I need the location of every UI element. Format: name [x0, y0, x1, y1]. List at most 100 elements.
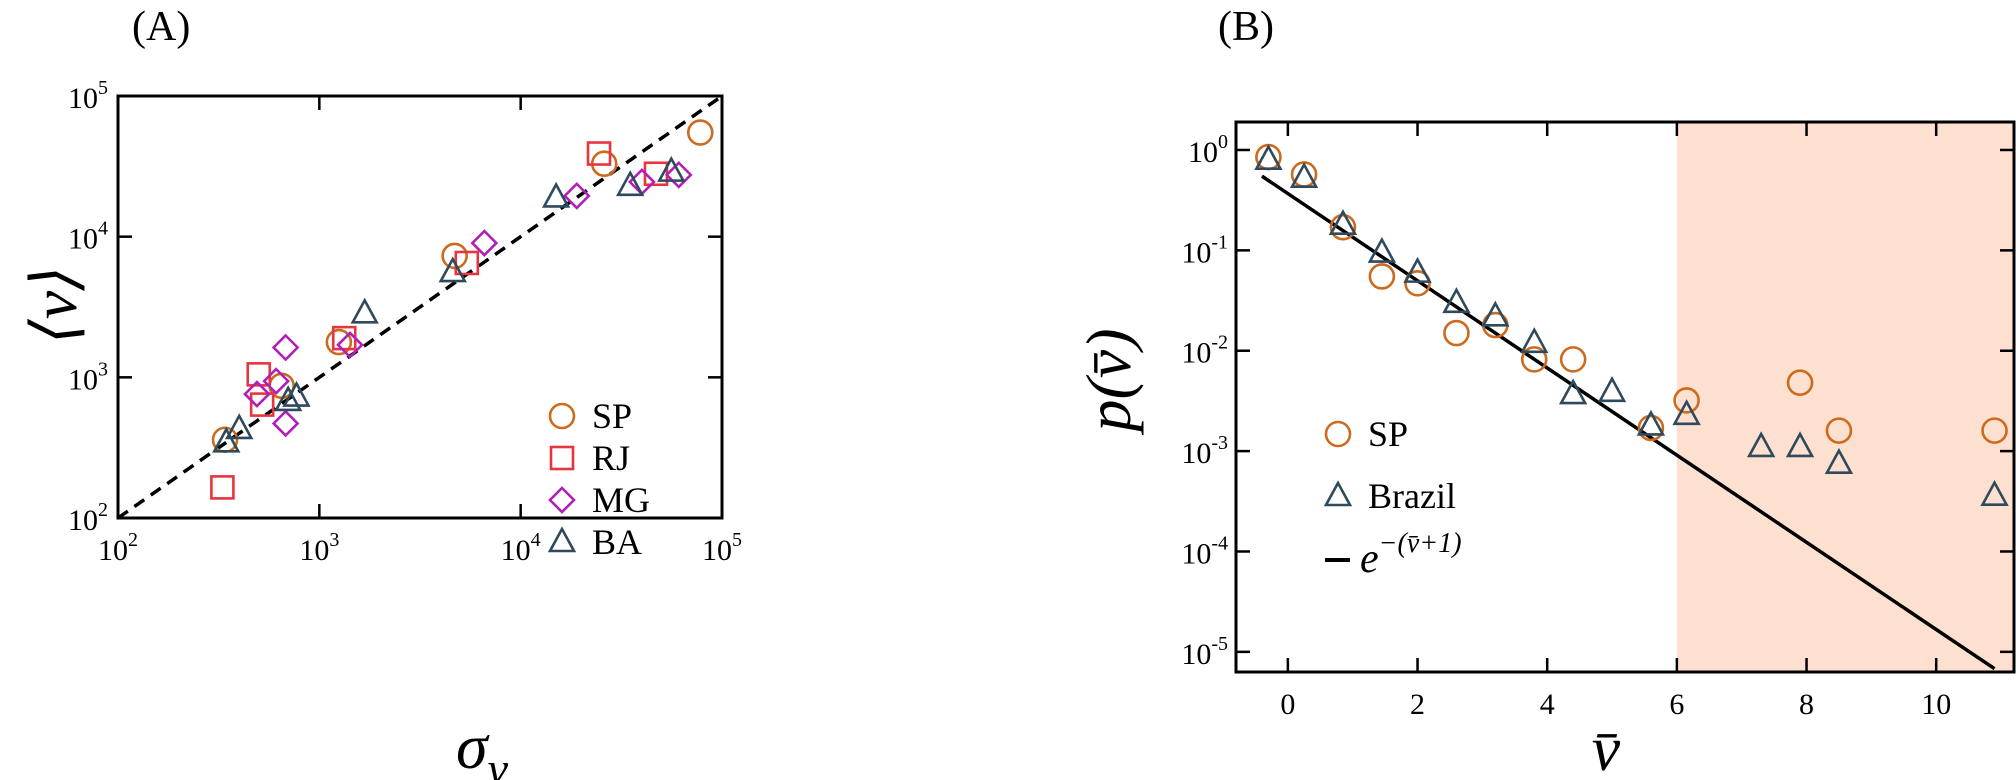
panel-b-point-sp — [1368, 263, 1396, 290]
panel-a: (A) 102 103 104 105 102 103 104 105 σv ⟨v⟩ SPRJ… — [19, 4, 742, 780]
panel-a-x-axis-subscript: v — [488, 743, 509, 780]
panel-a-point-ba — [212, 426, 241, 453]
panel-a-legend-marker-rj — [549, 445, 575, 471]
panel-b-legend-marker-sp — [1324, 420, 1352, 448]
panel-a-legend-marker-sp — [548, 402, 576, 430]
panel-a-ticks: 102 103 104 105 102 103 104 105 — [68, 77, 742, 567]
panel-a-point-rj — [249, 392, 275, 417]
panel-a-point-ba — [616, 170, 645, 197]
panel-b-point-brazil — [1520, 327, 1549, 354]
panel-a-legend-marker-ba — [547, 526, 577, 553]
panel-a-dashed-fit — [116, 94, 724, 520]
panel-b-label: (B) — [1218, 4, 1274, 50]
panel-a-point-mg — [470, 229, 499, 257]
panel-a-point-mg — [262, 367, 290, 395]
panel-b-y-tick-label: 10-4 — [1181, 532, 1228, 570]
panel-a-points — [210, 119, 714, 500]
panel-a-x-tick-label: 105 — [702, 529, 742, 567]
panel-a-y-tick-label: 104 — [68, 218, 108, 256]
panel-b-points — [1254, 143, 2009, 506]
panel-b-point-sp — [1786, 369, 1814, 397]
panel-a-point-sp — [686, 119, 714, 146]
panel-b-y-tick-label: 10-1 — [1181, 231, 1228, 269]
panel-b-point-sp — [1825, 417, 1853, 444]
panel-a-point-mg — [271, 333, 300, 362]
panel-b-point-sp — [1673, 387, 1700, 414]
panel-b-x-tick-label: 4 — [1540, 688, 1555, 721]
panel-b-legend: SP Brazil e−(v̄+1) — [1323, 414, 1462, 582]
panel-a-point-ba — [438, 256, 467, 283]
panel-b-shade-rect — [1676, 122, 2014, 672]
panel-b: (B) 0 2 4 6 8 10 100 10-1 10-2 10-3 10-4 10-5 v̄ p(… — [1073, 4, 2016, 780]
panel-a-y-tick-label: 102 — [68, 499, 108, 537]
panel-b-point-brazil — [1672, 399, 1701, 426]
panel-b-x-tick-label: 8 — [1799, 688, 1814, 721]
panel-a-x-tick-label: 103 — [299, 529, 339, 567]
panel-b-legend-label-fit: e−(v̄+1) — [1360, 528, 1462, 582]
panel-b-point-brazil — [1980, 479, 2009, 506]
panel-b-point-sp — [1637, 414, 1665, 442]
panel-a-point-mg — [336, 331, 364, 359]
panel-b-y-tick-label: 100 — [1188, 131, 1228, 169]
panel-a-legend-label-rj: RJ — [592, 438, 630, 478]
panel-b-point-sp — [1443, 319, 1470, 347]
panel-a-x-tick-label: 104 — [501, 529, 541, 567]
panel-b-point-brazil — [1403, 256, 1432, 283]
panel-b-point-brazil — [1289, 161, 1319, 188]
panel-a-point-ba — [657, 155, 686, 182]
panel-a-point-sp — [325, 328, 353, 356]
panel-b-point-brazil — [1442, 287, 1471, 314]
panel-b-exp-fit — [1260, 174, 1996, 671]
panel-a-point-mg — [628, 168, 656, 196]
panel-a-fit-line — [116, 94, 724, 520]
panel-b-ticks: 0 2 4 6 8 10 100 10-1 10-2 10-3 10-4 10-5 — [1181, 122, 2014, 721]
panel-b-plot-area — [1234, 120, 2016, 674]
panel-a-x-tick-label: 102 — [98, 529, 138, 567]
panel-a-legend-marker-mg — [548, 486, 576, 514]
panel-b-legend-marker-brazil — [1323, 480, 1353, 507]
panel-a-legend-label-mg: MG — [592, 480, 650, 520]
panel-a-point-ba — [273, 385, 303, 412]
panel-b-shaded-region — [1676, 122, 2014, 672]
panel-a-x-axis-symbol: σ — [456, 711, 490, 780]
panel-b-point-sp — [1520, 346, 1548, 373]
panel-a-point-ba — [350, 297, 379, 324]
panel-b-point-sp — [1981, 417, 2008, 444]
panel-a-legend-label-ba: BA — [592, 522, 642, 562]
panel-a-label: (A) — [132, 4, 190, 50]
panel-b-point-brazil — [1597, 376, 1627, 403]
panel-a-point-mg — [271, 409, 300, 438]
panel-a-point-ba — [282, 380, 311, 407]
panel-b-point-brazil — [1824, 447, 1854, 474]
panel-b-x-tick-label: 10 — [1921, 688, 1951, 721]
panel-b-x-tick-label: 0 — [1280, 688, 1295, 721]
panel-a-point-mg — [664, 161, 693, 189]
panel-a-y-axis-title: ⟨v⟩ — [19, 266, 90, 344]
panel-b-point-brazil — [1636, 409, 1666, 436]
panel-a-y-tick-label: 103 — [68, 358, 108, 396]
panel-a-y-tick-label: 105 — [68, 77, 108, 115]
panel-b-x-axis-title: v̄ — [1592, 713, 1621, 780]
panel-a-x-axis-title: σv — [456, 711, 509, 780]
panel-b-frame — [1234, 120, 2016, 674]
panel-b-x-tick-label: 2 — [1410, 688, 1425, 721]
panel-a-point-mg — [243, 380, 271, 408]
panel-b-point-brazil — [1367, 236, 1397, 263]
panel-a-point-rj — [210, 475, 235, 500]
panel-b-y-tick-label: 10-2 — [1181, 332, 1228, 370]
panel-b-legend-label-sp: SP — [1368, 414, 1408, 454]
panel-a-point-ba — [541, 181, 571, 208]
panel-b-y-tick-label: 10-3 — [1181, 432, 1228, 470]
panel-a-point-mg — [562, 182, 591, 210]
panel-b-legend-label-brazil: Brazil — [1368, 476, 1456, 516]
panel-b-point-brazil — [1785, 431, 1815, 458]
panel-a-point-rj — [586, 141, 612, 166]
panel-b-point-brazil — [1328, 209, 1358, 236]
panel-a-legend-label-sp: SP — [592, 396, 632, 436]
panel-b-fit-line — [1260, 174, 1996, 671]
panel-a-plot-area — [116, 94, 724, 520]
panel-b-point-brazil — [1746, 431, 1776, 458]
panel-b-point-brazil — [1558, 378, 1588, 405]
